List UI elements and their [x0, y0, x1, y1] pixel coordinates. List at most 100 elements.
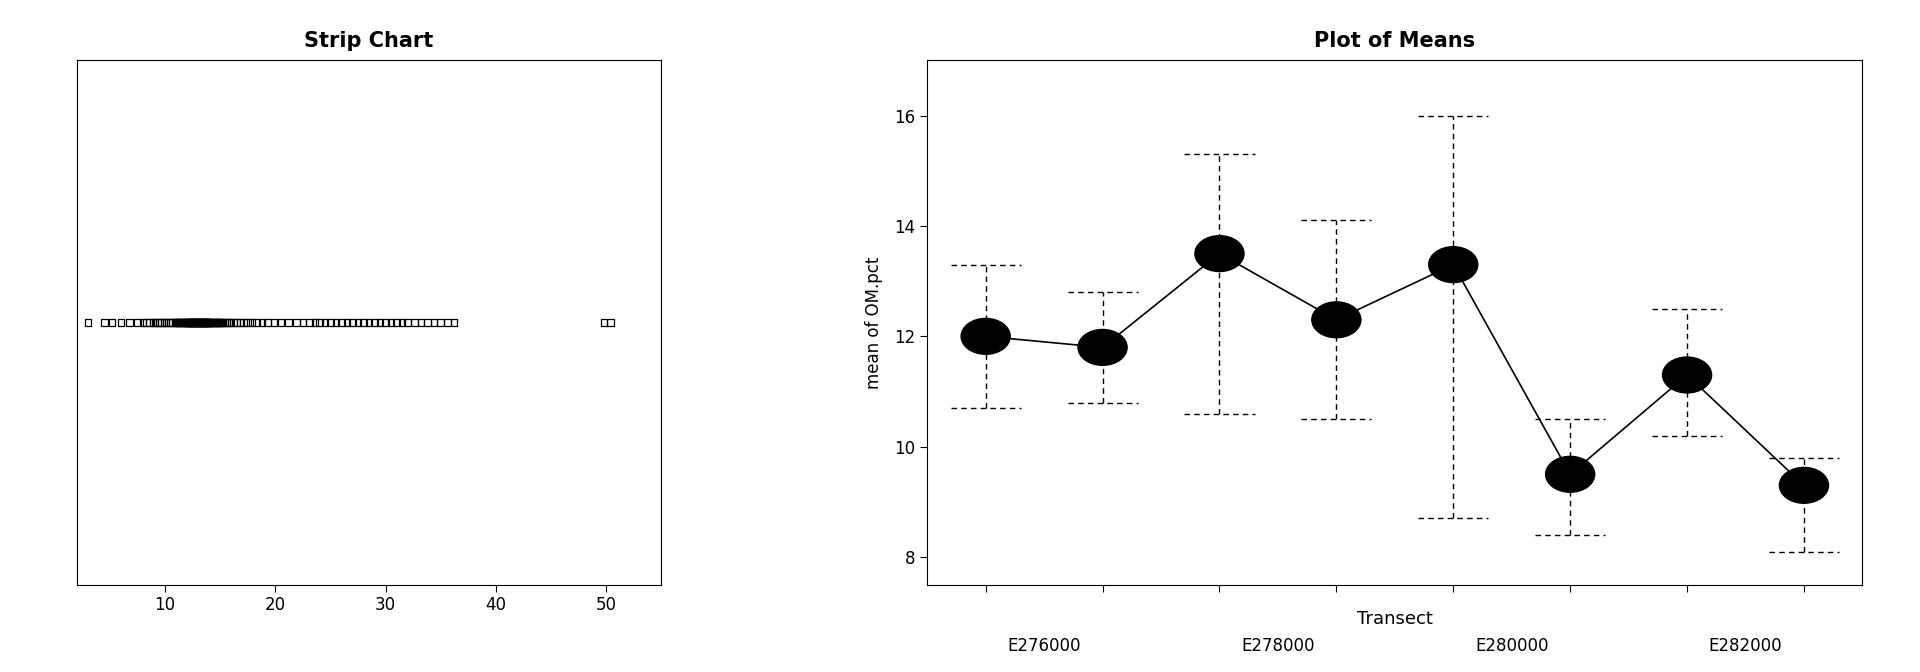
Point	[169, 317, 200, 328]
Point	[426, 317, 457, 328]
Point	[188, 317, 219, 328]
Point	[194, 317, 225, 328]
Point	[194, 317, 225, 328]
Point	[215, 317, 246, 328]
Point	[365, 317, 396, 328]
Point	[265, 317, 296, 328]
Point	[131, 317, 161, 328]
Point	[371, 317, 401, 328]
Point	[204, 317, 234, 328]
Point	[205, 317, 236, 328]
Point	[194, 317, 225, 328]
Point	[211, 317, 242, 328]
Point	[207, 317, 238, 328]
Point	[353, 317, 384, 328]
Point	[405, 317, 436, 328]
Ellipse shape	[962, 319, 1010, 354]
Point	[190, 317, 221, 328]
Point	[175, 317, 205, 328]
Point	[246, 317, 276, 328]
Point	[438, 317, 468, 328]
Point	[169, 317, 200, 328]
Ellipse shape	[1663, 357, 1711, 393]
Point	[348, 317, 378, 328]
Point	[115, 317, 146, 328]
Point	[148, 317, 179, 328]
Ellipse shape	[1780, 468, 1828, 503]
Point	[182, 317, 213, 328]
Point	[376, 317, 407, 328]
Point	[163, 317, 194, 328]
Point	[273, 317, 303, 328]
Point	[173, 317, 204, 328]
Point	[392, 317, 422, 328]
Point	[419, 317, 449, 328]
Point	[180, 317, 211, 328]
Point	[179, 317, 209, 328]
Point	[186, 317, 217, 328]
Point	[202, 317, 232, 328]
Point	[192, 317, 223, 328]
Point	[167, 317, 198, 328]
Point	[205, 317, 236, 328]
Point	[165, 317, 196, 328]
Point	[342, 317, 372, 328]
Point	[142, 317, 173, 328]
Point	[200, 317, 230, 328]
Title: Plot of Means: Plot of Means	[1315, 31, 1475, 50]
Point	[359, 317, 390, 328]
Ellipse shape	[1077, 329, 1127, 366]
Point	[156, 317, 186, 328]
Point	[138, 317, 169, 328]
Point	[177, 317, 207, 328]
Point	[184, 317, 215, 328]
Point	[186, 317, 217, 328]
Point	[182, 317, 213, 328]
Point	[280, 317, 311, 328]
Point	[242, 317, 273, 328]
Point	[127, 317, 157, 328]
Point	[209, 317, 240, 328]
Text: E278000: E278000	[1240, 637, 1315, 655]
Point	[309, 317, 340, 328]
Point	[236, 317, 267, 328]
Point	[140, 317, 171, 328]
Point	[173, 317, 204, 328]
Point	[589, 317, 620, 328]
Y-axis label: mean of OM.pct: mean of OM.pct	[866, 257, 883, 388]
Point	[157, 317, 188, 328]
Point	[175, 317, 205, 328]
Point	[386, 317, 417, 328]
Point	[213, 317, 244, 328]
Point	[180, 317, 211, 328]
Point	[175, 317, 205, 328]
Point	[96, 317, 127, 328]
Point	[294, 317, 324, 328]
Point	[171, 317, 202, 328]
Point	[338, 317, 369, 328]
Point	[177, 317, 207, 328]
Point	[196, 317, 227, 328]
Point	[332, 317, 363, 328]
Point	[88, 317, 119, 328]
Point	[225, 317, 255, 328]
Point	[198, 317, 228, 328]
Point	[315, 317, 346, 328]
Ellipse shape	[1194, 236, 1244, 271]
Point	[190, 317, 221, 328]
Point	[321, 317, 351, 328]
Point	[186, 317, 217, 328]
Point	[192, 317, 223, 328]
Point	[161, 317, 192, 328]
Ellipse shape	[1546, 456, 1596, 492]
Point	[179, 317, 209, 328]
Point	[232, 317, 263, 328]
Point	[413, 317, 444, 328]
Text: E282000: E282000	[1709, 637, 1782, 655]
Point	[200, 317, 230, 328]
Text: E280000: E280000	[1475, 637, 1548, 655]
Point	[190, 317, 221, 328]
Point	[188, 317, 219, 328]
Point	[134, 317, 165, 328]
Point	[184, 317, 215, 328]
